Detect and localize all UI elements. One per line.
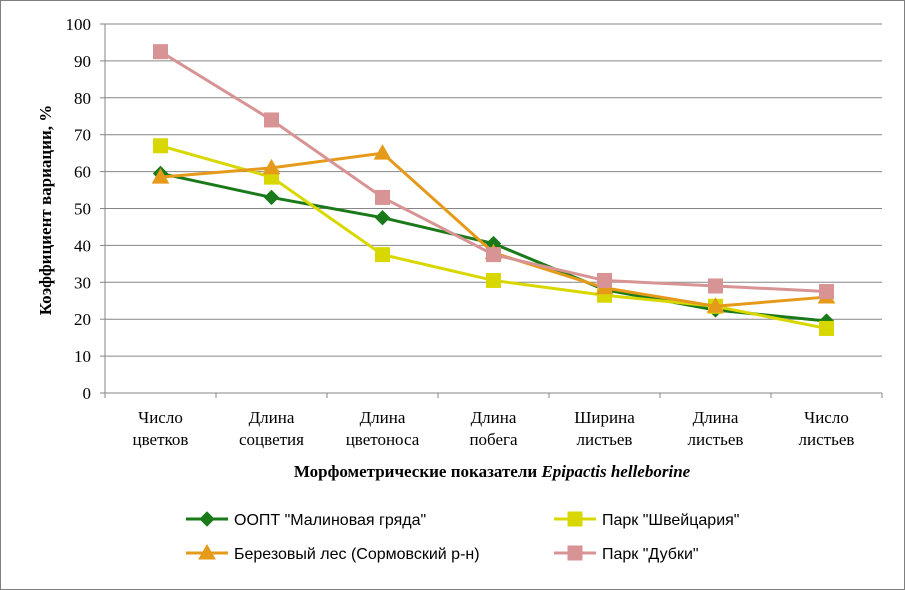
- legend: ООПТ "Малиновая гряда" Парк "Швейцария" Бе…: [186, 511, 739, 563]
- x-category-label-line: побега: [469, 430, 518, 449]
- x-category-label: Длина побега: [469, 408, 518, 449]
- series-group: [151, 44, 836, 336]
- y-tick-label: 30: [74, 273, 91, 292]
- y-tick-label: 20: [74, 310, 91, 329]
- data-point-square: [375, 189, 390, 205]
- y-tick-label: 100: [66, 15, 92, 34]
- legend-entry: ООПТ "Малиновая гряда": [186, 511, 426, 529]
- data-point-square: [375, 247, 390, 263]
- y-tick-label: 50: [74, 200, 91, 219]
- data-point-square: [567, 511, 583, 527]
- x-category-label-line: листьев: [577, 430, 633, 449]
- x-category-label: Число цветков: [133, 408, 189, 449]
- x-category-label: Длина цветоноса: [346, 408, 420, 449]
- y-tick-label: 70: [74, 126, 91, 145]
- data-point-triangle: [262, 158, 281, 175]
- x-category-label-line: цветков: [133, 430, 189, 449]
- y-tick-label: 40: [74, 236, 91, 255]
- x-category-label-line: Длина: [693, 408, 739, 427]
- data-point-triangle: [198, 543, 216, 560]
- legend-entry: Парк "Дубки": [554, 545, 699, 563]
- x-axis-title-text: Морфометрические показатели: [294, 462, 542, 481]
- x-category-label-line: листьев: [688, 430, 744, 449]
- data-point-triangle: [373, 144, 392, 160]
- y-tick-label: 60: [74, 163, 91, 182]
- data-point-diamond: [263, 189, 280, 206]
- x-category-label-line: Длина: [471, 408, 517, 427]
- legend-label: Парк "Швейцария": [602, 512, 739, 529]
- x-category-label-line: Длина: [249, 408, 295, 427]
- x-category-label: Число листьев: [799, 408, 855, 449]
- y-axis-title: Коэффициент вариации, %: [36, 105, 55, 316]
- data-point-diamond: [374, 210, 391, 226]
- data-point-square: [264, 112, 279, 128]
- data-point-square: [153, 138, 168, 154]
- data-point-square: [567, 545, 583, 561]
- x-category-label: Длина соцветия: [239, 408, 304, 449]
- legend-label: ООПТ "Малиновая гряда": [234, 512, 426, 529]
- legend-label: Березовый лес (Сормовский р-н): [234, 546, 480, 563]
- gridlines: [100, 23, 883, 398]
- data-point-triangle: [151, 168, 170, 184]
- y-tick-label: 90: [74, 52, 91, 71]
- x-category-label-line: Число: [138, 408, 183, 427]
- legend-entry: Парк "Швейцария": [554, 511, 739, 529]
- y-tick-label: 80: [74, 89, 91, 108]
- x-category-label-line: цветоноса: [346, 430, 420, 449]
- series-3: [153, 44, 834, 300]
- data-point-square: [486, 247, 501, 263]
- legend-entry: Березовый лес (Сормовский р-н): [186, 543, 480, 563]
- x-axis-title-species: Epipactis helleborine: [540, 462, 690, 481]
- x-axis-title: Морфометрические показатели Epipactis he…: [294, 462, 691, 481]
- data-point-square: [819, 284, 834, 300]
- y-tick-label: 10: [74, 347, 91, 366]
- data-point-square: [597, 272, 612, 288]
- data-point-triangle: [706, 297, 725, 313]
- data-point-square: [153, 44, 168, 60]
- x-category-label-line: Число: [804, 408, 849, 427]
- data-point-diamond: [199, 511, 215, 527]
- x-category-label: Ширина листьев: [574, 408, 635, 449]
- x-category-label-line: листьев: [799, 430, 855, 449]
- x-category-label-line: Ширина: [574, 408, 635, 427]
- x-category-label: Длина листьев: [688, 408, 744, 449]
- legend-label: Парк "Дубки": [602, 546, 699, 563]
- data-point-square: [708, 278, 723, 294]
- data-point-square: [486, 272, 501, 288]
- x-category-label-line: соцветия: [239, 430, 304, 449]
- y-tick-labels: 0 10 20 30 40 50 60 70 80 90 100: [66, 15, 92, 403]
- x-category-label-line: Длина: [360, 408, 406, 427]
- y-tick-label: 0: [83, 384, 92, 403]
- data-point-square: [819, 320, 834, 336]
